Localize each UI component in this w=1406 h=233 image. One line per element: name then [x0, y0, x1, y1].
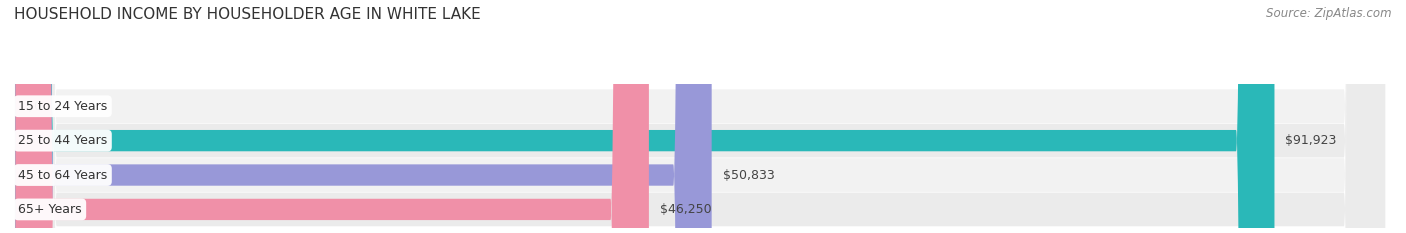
Text: 25 to 44 Years: 25 to 44 Years	[18, 134, 107, 147]
Text: Source: ZipAtlas.com: Source: ZipAtlas.com	[1267, 7, 1392, 20]
Text: 45 to 64 Years: 45 to 64 Years	[18, 168, 107, 182]
FancyBboxPatch shape	[15, 0, 1385, 233]
FancyBboxPatch shape	[15, 0, 650, 233]
Text: $50,833: $50,833	[723, 168, 775, 182]
Text: $0: $0	[27, 100, 42, 113]
Text: HOUSEHOLD INCOME BY HOUSEHOLDER AGE IN WHITE LAKE: HOUSEHOLD INCOME BY HOUSEHOLDER AGE IN W…	[14, 7, 481, 22]
FancyBboxPatch shape	[15, 0, 1274, 233]
FancyBboxPatch shape	[15, 0, 1385, 233]
Text: $91,923: $91,923	[1285, 134, 1337, 147]
Text: $46,250: $46,250	[659, 203, 711, 216]
FancyBboxPatch shape	[15, 0, 1385, 233]
Text: 15 to 24 Years: 15 to 24 Years	[18, 100, 107, 113]
FancyBboxPatch shape	[15, 0, 711, 233]
FancyBboxPatch shape	[15, 0, 1385, 233]
Text: 65+ Years: 65+ Years	[18, 203, 82, 216]
